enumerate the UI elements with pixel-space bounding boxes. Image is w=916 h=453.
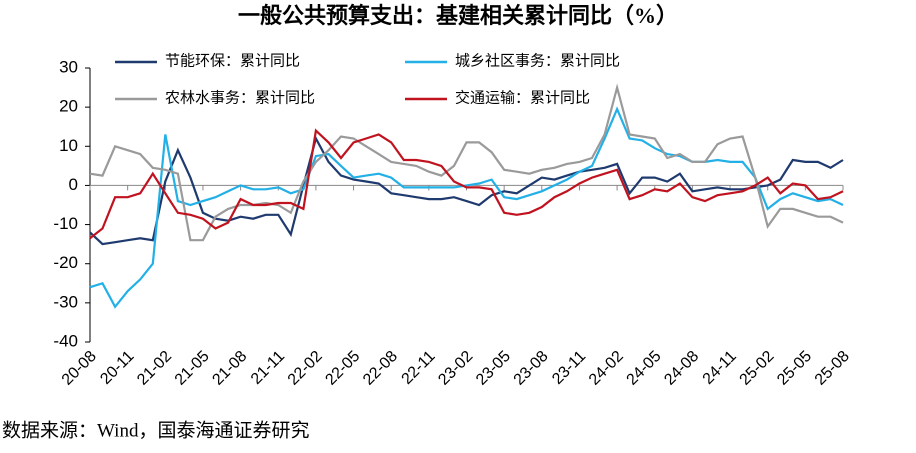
legend-label: 交通运输：累计同比 [455,88,590,106]
x-tick-label: 21-08 [209,348,250,389]
x-tick-label: 23-05 [473,348,514,389]
x-tick-label: 25-08 [812,348,853,389]
x-tick-label: 23-11 [549,348,589,388]
chart-title: 一般公共预算支出：基建相关累计同比（%） [238,3,678,28]
legend-label: 农林水事务：累计同比 [165,89,315,106]
legend-label: 节能环保：累计同比 [165,52,300,69]
x-tick-label: 25-02 [737,348,778,389]
x-tick-label: 24-05 [624,348,665,389]
series-line [89,83,844,242]
x-tick-label: 22-08 [360,348,401,389]
y-tick-label: -30 [53,292,78,311]
series-line [89,128,844,240]
y-tick-label: -10 [53,214,78,233]
x-tick-label: 22-02 [285,348,326,389]
x-tick-label: 24-08 [661,348,702,389]
x-tick-label: 21-11 [248,348,288,388]
y-tick-label: -20 [53,253,78,272]
source-note: 数据来源：Wind，国泰海通证券研究 [2,419,309,441]
x-tick-label: 22-05 [322,348,363,389]
x-tick-label: 23-02 [435,348,476,389]
y-tick-label: 30 [59,57,78,76]
y-tick-label: 20 [59,97,78,116]
x-tick-label: 21-05 [172,348,213,389]
x-tick-label: 20-08 [59,348,100,389]
y-tick-label: 0 [69,175,78,194]
legend-label: 城乡社区事务：累计同比 [455,52,620,69]
x-tick-label: 21-02 [134,348,175,389]
y-tick-label: -40 [53,331,78,350]
x-tick-label: 24-02 [586,348,627,389]
x-tick-label: 24-11 [700,348,740,388]
x-tick-label: 20-11 [97,348,137,388]
x-tick-label: 22-11 [399,348,439,388]
series-line [89,135,844,246]
y-tick-label: 10 [59,136,78,155]
series-line [89,106,844,309]
x-tick-label: 23-08 [511,348,552,389]
x-tick-label: 25-05 [774,348,815,389]
